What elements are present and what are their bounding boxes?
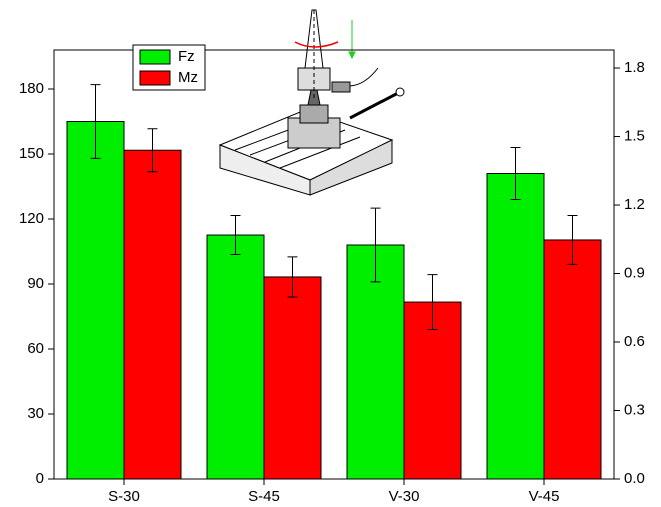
machine-illustration (220, 10, 404, 195)
y-tick-label: 150 (19, 145, 44, 162)
legend-label: Mz (178, 69, 198, 86)
bar (487, 174, 544, 480)
y-tick-label: 90 (27, 275, 44, 292)
y2-tick-label: 0.9 (624, 264, 645, 281)
x-tick-label: S-45 (248, 488, 280, 505)
legend-swatch (140, 50, 170, 64)
bar (544, 240, 601, 479)
y-tick-label: 60 (27, 340, 44, 357)
bar (67, 122, 124, 480)
legend-swatch (140, 71, 170, 85)
y-tick-label: 180 (19, 80, 44, 97)
legend-label: Fz (178, 48, 195, 65)
y2-tick-label: 1.2 (624, 196, 645, 213)
y-tick-label: 30 (27, 405, 44, 422)
y-tick-label: 120 (19, 210, 44, 227)
bar (207, 235, 264, 479)
x-tick-label: V-45 (529, 488, 560, 505)
bar (264, 277, 321, 479)
y-tick-label: 0 (36, 470, 44, 487)
y2-tick-label: 1.8 (624, 59, 645, 76)
x-tick-label: V-30 (389, 488, 420, 505)
y2-tick-label: 0.0 (624, 470, 645, 487)
chart: 0 30 60 90 120 150 180 0.0 0.3 0.6 0.9 1.2 1.5 1.8 S-3… (0, 0, 661, 507)
y2-tick-label: 1.5 (624, 127, 645, 144)
x-tick-label: S-30 (108, 488, 140, 505)
y2-tick-label: 0.3 (624, 401, 645, 418)
bar (124, 150, 181, 479)
y2-tick-label: 0.6 (624, 333, 645, 350)
